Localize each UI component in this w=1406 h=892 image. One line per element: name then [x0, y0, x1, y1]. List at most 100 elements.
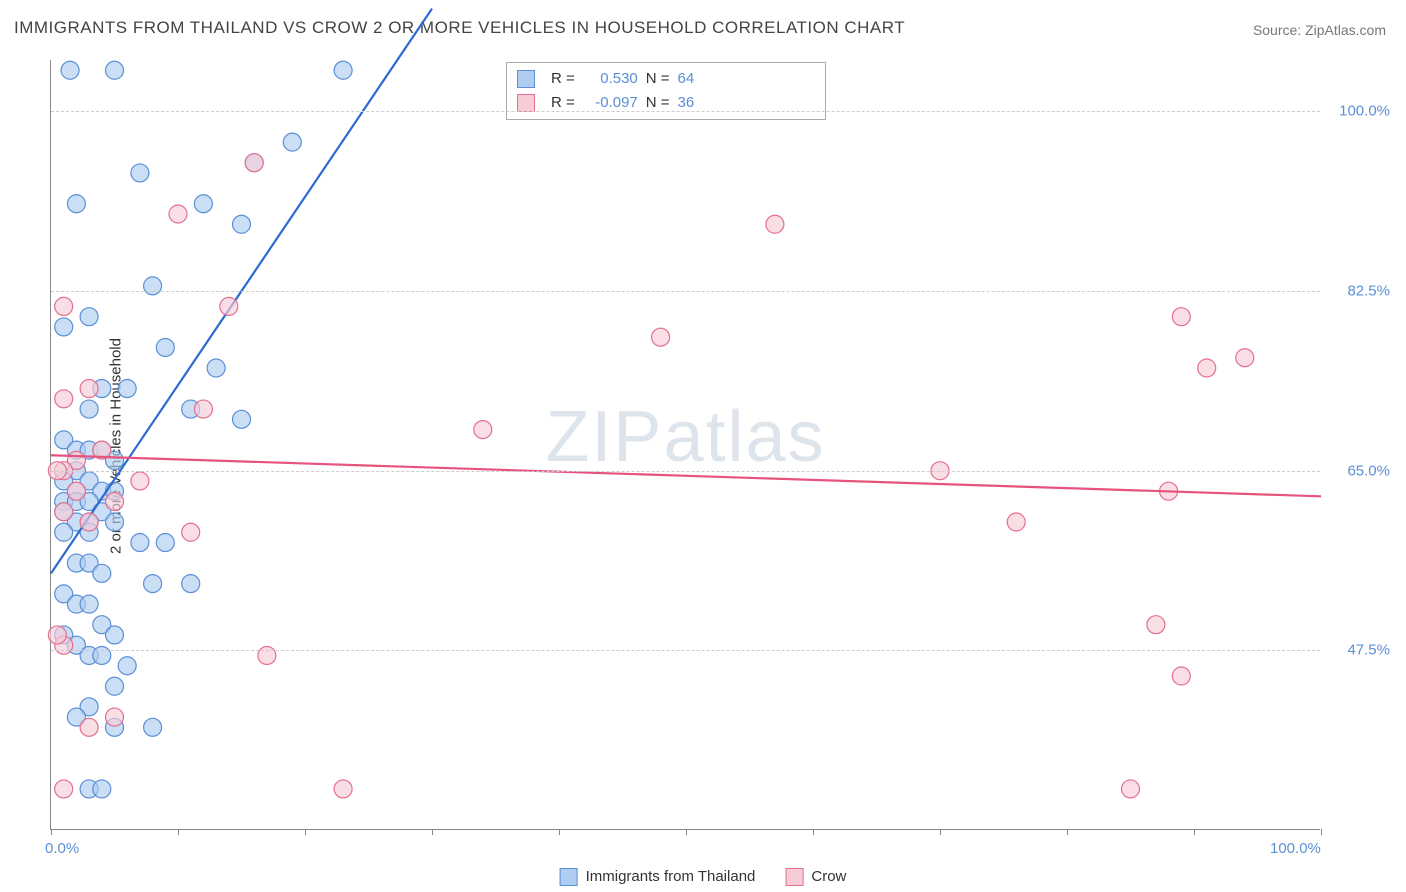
x-axis-min-label: 0.0%	[45, 840, 79, 857]
legend-r-value: 0.530	[583, 67, 638, 91]
data-point	[80, 400, 98, 418]
data-point	[1236, 349, 1254, 367]
data-point	[220, 297, 238, 315]
source-attribution: Source: ZipAtlas.com	[1253, 22, 1386, 38]
x-tick-mark	[305, 829, 306, 835]
data-point	[61, 61, 79, 79]
y-tick-label: 100.0%	[1330, 103, 1390, 120]
data-point	[245, 154, 263, 172]
data-point	[80, 308, 98, 326]
data-point	[144, 277, 162, 295]
gridline-h	[51, 471, 1320, 472]
data-point	[131, 472, 149, 490]
data-point	[106, 492, 124, 510]
data-point	[474, 421, 492, 439]
data-point	[106, 61, 124, 79]
data-point	[55, 780, 73, 798]
legend-swatch	[785, 868, 803, 886]
data-point	[258, 646, 276, 664]
data-point	[118, 380, 136, 398]
data-point	[144, 718, 162, 736]
bottom-legend-label: Crow	[811, 868, 846, 885]
y-tick-label: 65.0%	[1330, 462, 1390, 479]
data-point	[1147, 616, 1165, 634]
legend-swatch	[517, 94, 535, 112]
chart-container: IMMIGRANTS FROM THAILAND VS CROW 2 OR MO…	[0, 0, 1406, 892]
data-point	[652, 328, 670, 346]
regression-line	[51, 455, 1321, 496]
data-point	[144, 575, 162, 593]
data-point	[233, 410, 251, 428]
gridline-h	[51, 291, 1320, 292]
x-tick-mark	[178, 829, 179, 835]
x-tick-mark	[940, 829, 941, 835]
data-point	[334, 780, 352, 798]
x-tick-mark	[1194, 829, 1195, 835]
data-point	[194, 195, 212, 213]
y-tick-label: 82.5%	[1330, 283, 1390, 300]
x-axis-max-label: 100.0%	[1270, 840, 1321, 857]
legend-row: R =0.530N =64	[517, 67, 815, 91]
gridline-h	[51, 650, 1320, 651]
data-point	[1007, 513, 1025, 531]
x-tick-mark	[559, 829, 560, 835]
x-tick-mark	[1067, 829, 1068, 835]
data-point	[334, 61, 352, 79]
data-point	[80, 595, 98, 613]
data-point	[118, 657, 136, 675]
source-prefix: Source:	[1253, 22, 1305, 38]
data-point	[93, 646, 111, 664]
data-point	[233, 215, 251, 233]
x-tick-mark	[1321, 829, 1322, 835]
data-point	[207, 359, 225, 377]
plot-area: ZIPatlas R =0.530N =64R =-0.097N =36 47.…	[50, 60, 1320, 830]
series-legend: Immigrants from Thailand Crow	[560, 868, 847, 886]
data-point	[48, 626, 66, 644]
data-point	[182, 575, 200, 593]
data-point	[194, 400, 212, 418]
x-tick-mark	[432, 829, 433, 835]
legend-r-label: R =	[551, 67, 575, 91]
data-point	[55, 390, 73, 408]
data-point	[55, 318, 73, 336]
data-point	[1198, 359, 1216, 377]
gridline-h	[51, 111, 1320, 112]
x-tick-mark	[51, 829, 52, 835]
data-point	[106, 626, 124, 644]
data-point	[55, 297, 73, 315]
data-point	[106, 677, 124, 695]
data-point	[67, 195, 85, 213]
legend-swatch	[517, 70, 535, 88]
x-tick-mark	[686, 829, 687, 835]
data-point	[283, 133, 301, 151]
data-point	[156, 338, 174, 356]
legend-swatch	[560, 868, 578, 886]
data-point	[1122, 780, 1140, 798]
legend-n-value: 64	[678, 67, 733, 91]
data-point	[131, 164, 149, 182]
data-point	[80, 718, 98, 736]
data-point	[106, 708, 124, 726]
data-point	[766, 215, 784, 233]
data-point	[67, 482, 85, 500]
data-point	[1172, 667, 1190, 685]
data-point	[182, 523, 200, 541]
source-name: ZipAtlas.com	[1305, 22, 1386, 38]
data-point	[93, 564, 111, 582]
data-point	[106, 513, 124, 531]
plot-svg	[51, 60, 1321, 830]
data-point	[80, 380, 98, 398]
bottom-legend-label: Immigrants from Thailand	[586, 868, 756, 885]
data-point	[156, 534, 174, 552]
data-point	[169, 205, 187, 223]
data-point	[55, 503, 73, 521]
data-point	[80, 513, 98, 531]
y-tick-label: 47.5%	[1330, 642, 1390, 659]
data-point	[131, 534, 149, 552]
x-tick-mark	[813, 829, 814, 835]
data-point	[1172, 308, 1190, 326]
bottom-legend-item: Immigrants from Thailand	[560, 868, 756, 886]
bottom-legend-item: Crow	[785, 868, 846, 886]
data-point	[93, 780, 111, 798]
data-point	[55, 523, 73, 541]
